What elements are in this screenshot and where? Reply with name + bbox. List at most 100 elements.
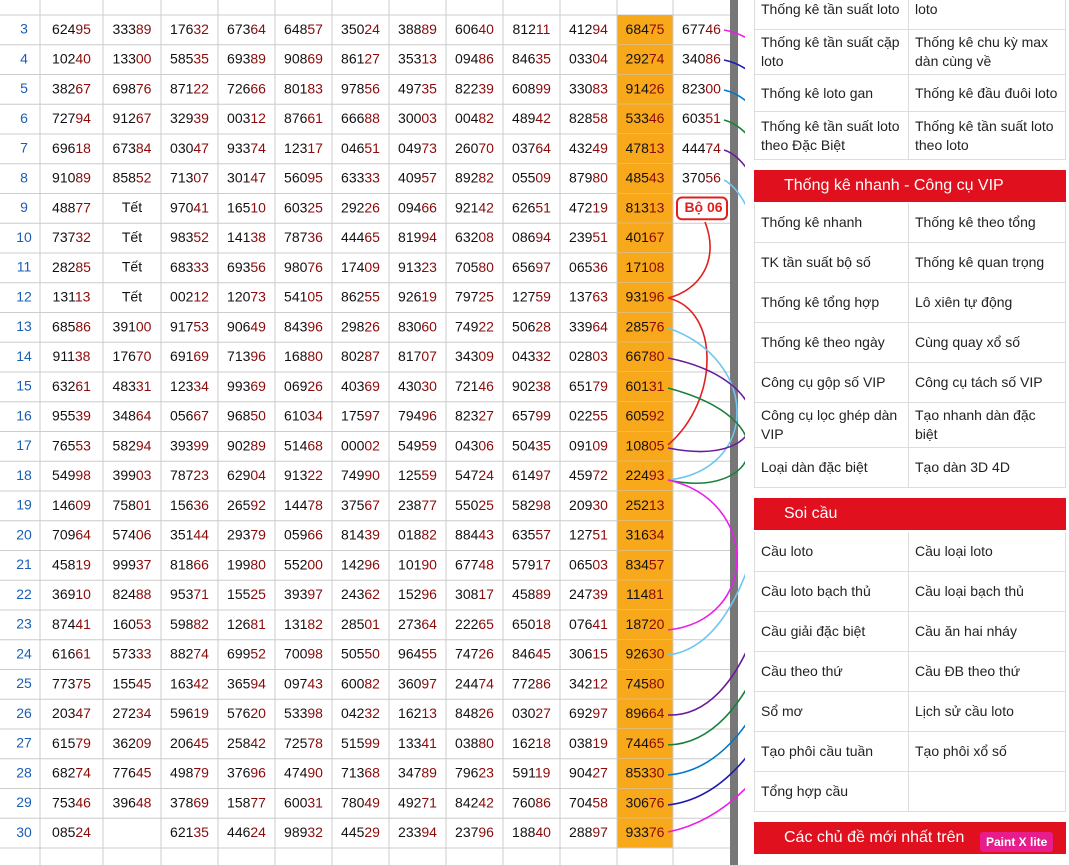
menu-link[interactable]: Thống kê quan trọng	[909, 243, 1066, 283]
lottery-number: 60640	[455, 21, 494, 37]
lottery-number: 29226	[341, 199, 380, 215]
menu-link[interactable]: Sổ mơ	[754, 692, 909, 732]
lottery-number: 84396	[284, 318, 323, 334]
lottery-number: 13182	[284, 616, 323, 632]
menu-link[interactable]: Thống kê tần suất loto theo Đặc Biệt	[754, 112, 909, 160]
menu-link[interactable]: Thống kê theo ngày	[754, 323, 909, 363]
lottery-number: 82239	[455, 80, 494, 96]
lottery-number: 97856	[341, 80, 380, 96]
lottery-number: 84645	[512, 645, 551, 661]
menu-link[interactable]: Cầu loại loto	[909, 532, 1066, 572]
menu-link[interactable]: Tạo phôi xổ số	[909, 732, 1066, 772]
day-number: 26	[16, 705, 32, 721]
menu-link[interactable]: Cầu loto	[754, 532, 909, 572]
orange-cell	[617, 639, 673, 670]
menu-link[interactable]: Thống kê nhanh	[754, 203, 909, 243]
menu-link[interactable]: Cầu ĐB theo thứ	[909, 652, 1066, 692]
orange-cell	[617, 818, 673, 848]
menu-link[interactable]	[909, 772, 1066, 812]
lottery-number: 48877	[52, 199, 91, 215]
orange-cell	[617, 729, 673, 759]
menu-link[interactable]: Tổng hợp cầu	[754, 772, 909, 812]
lottery-number: 40167	[626, 229, 665, 245]
menu-link[interactable]: Tạo dàn 3D 4D	[909, 448, 1066, 488]
menu-link[interactable]: TK tần suất bộ số	[754, 243, 909, 283]
menu-link[interactable]: Cầu theo thứ	[754, 652, 909, 692]
menu-link[interactable]: Thống kê loto gan	[754, 75, 909, 112]
menu-link[interactable]: Lịch sử cầu loto	[909, 692, 1066, 732]
lottery-number: 67748	[455, 556, 494, 572]
menu-link[interactable]: Công cụ lọc ghép dàn VIP	[754, 403, 909, 448]
lottery-number: 39100	[113, 318, 152, 334]
lottery-number: 12334	[170, 378, 209, 394]
lottery-number: 14296	[341, 556, 380, 572]
lottery-number: 95539	[52, 407, 91, 423]
menu-link[interactable]: Thống kê tần suất loto	[754, 0, 909, 30]
menu-link[interactable]: Tạo nhanh dàn đặc biệt	[909, 403, 1066, 448]
lottery-number: 87441	[52, 616, 91, 632]
lottery-number: 59119	[513, 764, 551, 780]
lottery-number: 37869	[170, 794, 209, 810]
lottery-number: 65799	[512, 407, 551, 423]
lottery-number: 90238	[512, 378, 551, 394]
lottery-number: 62135	[170, 824, 209, 840]
lottery-number: 82327	[455, 407, 494, 423]
menu-link[interactable]: Thống kê chu kỳ max dàn cùng về	[909, 30, 1066, 75]
lottery-number: 20347	[52, 705, 91, 721]
day-number: 22	[16, 586, 32, 602]
menu-link[interactable]: Tạo phôi cầu tuần	[754, 732, 909, 772]
day-number: 24	[16, 645, 32, 661]
menu-link[interactable]: Thống kê tổng hợp	[754, 283, 909, 323]
menu-link[interactable]: Cầu loto bạch thủ	[754, 572, 909, 612]
lottery-number: 75346	[52, 794, 91, 810]
orange-cell	[617, 74, 673, 105]
lottery-number: 91267	[113, 110, 152, 126]
lottery-number: 90289	[227, 437, 266, 453]
menu-link[interactable]: loto	[909, 0, 1066, 30]
menu-link[interactable]: Loại dàn đặc biệt	[754, 448, 909, 488]
lottery-number: 91089	[52, 169, 91, 185]
lottery-number: 51599	[341, 735, 380, 751]
lottery-number: 28576	[626, 318, 665, 334]
lottery-number: 90869	[284, 50, 323, 66]
lottery-number: 30817	[455, 586, 494, 602]
day-number: 27	[16, 735, 32, 751]
lottery-number: 35313	[398, 50, 437, 66]
lottery-number: 63208	[455, 229, 494, 245]
lottery-number: 25842	[227, 735, 266, 751]
menu-link[interactable]: Công cụ gộp số VIP	[754, 363, 909, 403]
menu-link[interactable]: Cầu loại bạch thủ	[909, 572, 1066, 612]
lottery-number: 03304	[569, 50, 608, 66]
menu-link[interactable]: Cầu giải đặc biệt	[754, 612, 909, 652]
day-number: 18	[16, 467, 32, 483]
lottery-number: 24474	[455, 675, 494, 691]
lottery-number: 51468	[284, 437, 323, 453]
menu-link[interactable]: Thống kê tần suất cặp loto	[754, 30, 909, 75]
lottery-number: 43249	[569, 140, 608, 156]
lottery-number: 67384	[113, 140, 152, 156]
menu-link[interactable]: Cùng quay xổ số	[909, 323, 1066, 363]
menu-link[interactable]: Thống kê tần suất loto theo loto	[909, 112, 1066, 160]
menu-link[interactable]: Lô xiên tự động	[909, 283, 1066, 323]
menu-link[interactable]: Thống kê đầu đuôi loto	[909, 75, 1066, 112]
lottery-number: 84242	[455, 794, 494, 810]
lottery-number: 23877	[398, 497, 437, 513]
lottery-number: 58535	[170, 50, 209, 66]
lottery-number: Tết	[122, 199, 142, 215]
lottery-number: 93376	[626, 824, 665, 840]
lottery-number: 67364	[227, 21, 266, 37]
lottery-number: 20930	[569, 497, 608, 513]
lottery-number: 00002	[341, 437, 380, 453]
orange-cell	[617, 223, 673, 253]
lottery-number: 81866	[170, 556, 209, 572]
menu-link[interactable]: Cầu ăn hai nháy	[909, 612, 1066, 652]
menu-link[interactable]: Công cụ tách số VIP	[909, 363, 1066, 403]
lottery-number: 49735	[398, 80, 437, 96]
lottery-number: 22265	[455, 616, 494, 632]
lottery-number: 34212	[569, 675, 608, 691]
day-number: 9	[20, 199, 28, 215]
lottery-number: 16880	[284, 348, 323, 364]
lottery-number: 16053	[113, 616, 152, 632]
lottery-number: 20645	[170, 735, 209, 751]
menu-link[interactable]: Thống kê theo tổng	[909, 203, 1066, 243]
